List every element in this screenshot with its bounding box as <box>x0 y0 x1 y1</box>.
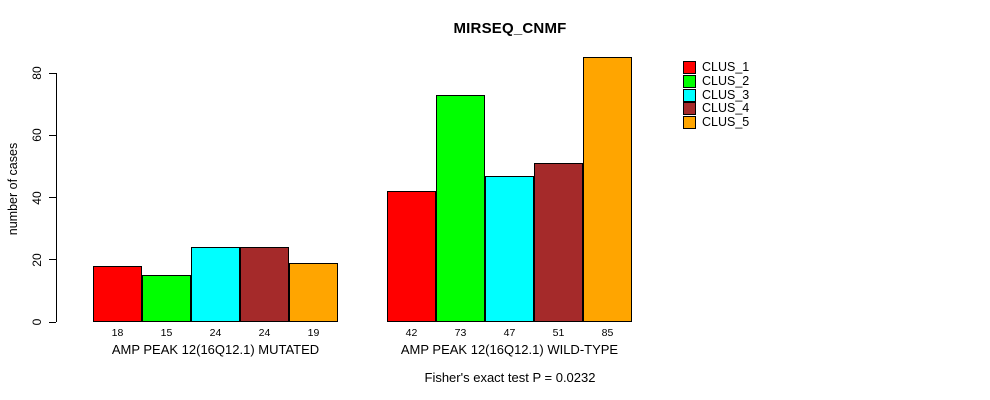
y-tick-mark <box>49 321 56 323</box>
bar-value-label: 24 <box>258 327 271 339</box>
y-tick-label: 0 <box>30 318 44 326</box>
bar-value-label: 42 <box>405 327 418 339</box>
y-tick-mark <box>49 134 56 136</box>
bar-value-label: 85 <box>601 327 614 339</box>
bar-value-label: 15 <box>160 327 173 339</box>
chart-title: MIRSEQ_CNMF <box>453 20 567 37</box>
bar-clus_2-mutated <box>142 275 191 322</box>
bar-clus_2-wild-type <box>436 94 485 322</box>
bar-clus_4-mutated <box>240 247 289 322</box>
legend-label: CLUS_4 <box>702 101 750 116</box>
annotation-text: Fisher's exact test P = 0.0232 <box>424 370 596 385</box>
legend-label: CLUS_3 <box>702 87 750 102</box>
y-tick-label: 80 <box>30 66 44 80</box>
bar-clus_5-wild-type <box>583 57 632 322</box>
bar-value-label: 73 <box>454 327 467 339</box>
bar-value-label: 19 <box>307 327 320 339</box>
bar-clus_3-wild-type <box>485 175 534 322</box>
y-tick-mark <box>49 72 56 74</box>
legend-swatch-clus_5 <box>683 116 696 130</box>
y-tick-label: 60 <box>30 128 44 142</box>
bar-clus_5-mutated <box>289 262 338 322</box>
bar-clus_4-wild-type <box>534 163 583 322</box>
bar-clus_3-mutated <box>191 247 240 322</box>
legend-row-clus_4: CLUS_4 <box>683 101 750 116</box>
legend-label: CLUS_2 <box>702 73 750 88</box>
y-tick-mark <box>49 197 56 198</box>
bar-value-label: 18 <box>111 327 124 339</box>
legend-label: CLUS_1 <box>702 60 750 74</box>
bar-clus_1-wild-type <box>387 191 436 322</box>
bar-clus_1-mutated <box>93 265 142 322</box>
legend-row-clus_3: CLUS_3 <box>683 87 750 102</box>
y-tick-label: 20 <box>30 253 44 267</box>
legend-row-clus_1: CLUS_1 <box>683 61 749 74</box>
legend-swatch-clus_1 <box>683 61 696 74</box>
x-group-label: AMP PEAK 12(16Q12.1) MUTATED <box>111 342 320 357</box>
legend-swatch-clus_4 <box>683 102 696 116</box>
y-tick-label: 40 <box>30 190 44 205</box>
legend-label: CLUS_5 <box>702 115 750 130</box>
y-tick-mark <box>49 259 56 261</box>
y-axis-line <box>56 73 57 322</box>
bar-value-label: 51 <box>552 327 565 339</box>
legend-row-clus_5: CLUS_5 <box>683 115 750 130</box>
legend-swatch-clus_2 <box>683 74 696 88</box>
bar-value-label: 47 <box>503 327 516 339</box>
bar-value-label: 24 <box>209 327 222 339</box>
legend-swatch-clus_3 <box>683 88 696 102</box>
legend-row-clus_2: CLUS_2 <box>683 73 750 88</box>
x-group-label: AMP PEAK 12(16Q12.1) WILD-TYPE <box>400 342 619 357</box>
legend: CLUS_1 CLUS_2 CLUS_3 CLUS_4 CLUS_5 <box>683 61 749 130</box>
